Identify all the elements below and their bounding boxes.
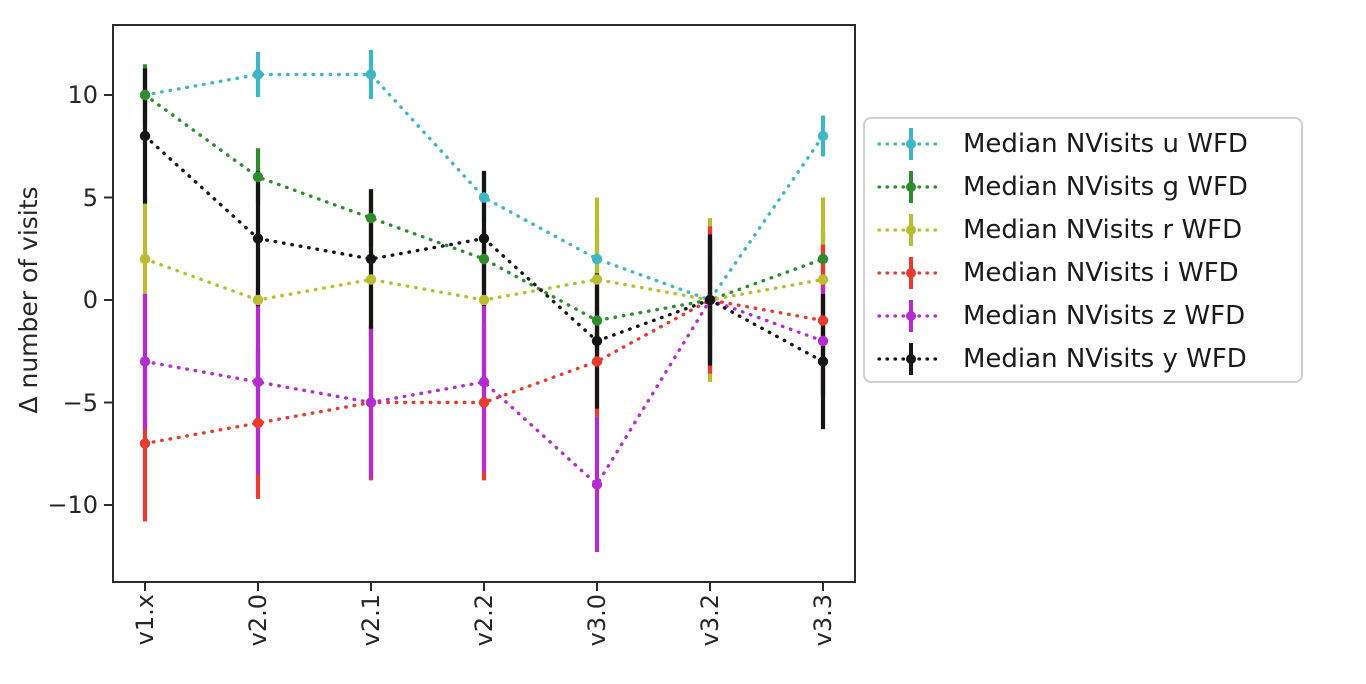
data-point (252, 417, 264, 429)
data-point (591, 274, 603, 285)
x-tick-label: v3.0 (583, 594, 611, 647)
data-point (139, 130, 151, 142)
data-point (365, 274, 377, 285)
legend-errorbar-swatch-icon (877, 299, 945, 332)
x-tick-label: v3.3 (809, 594, 837, 647)
data-point (591, 335, 603, 347)
data-point (478, 253, 490, 265)
data-point (139, 253, 151, 265)
legend-errorbar-swatch-icon (877, 213, 945, 246)
y-tick-label: 10 (67, 81, 98, 109)
data-point (252, 294, 264, 306)
y-tick-label: −10 (47, 491, 98, 519)
data-point (365, 253, 377, 265)
data-point (817, 274, 829, 285)
data-point (591, 315, 603, 326)
data-point (591, 479, 603, 490)
legend-label: Median NVisits r WFD (963, 214, 1243, 245)
data-point (365, 397, 377, 408)
data-point (139, 438, 151, 449)
data-point (591, 253, 603, 265)
data-point (252, 69, 264, 80)
data-point (704, 294, 716, 306)
x-tick-label: v2.1 (357, 594, 385, 647)
data-point (817, 356, 829, 367)
y-tick-label: −5 (62, 388, 98, 417)
legend-errorbar-swatch-icon (877, 256, 945, 289)
y-tick-label: 5 (82, 183, 98, 212)
data-point (591, 356, 603, 367)
data-point (478, 294, 490, 306)
legend-entry: Median NVisits g WFD (877, 165, 1301, 208)
data-point (478, 397, 490, 408)
data-point (817, 315, 829, 326)
data-point (478, 192, 490, 203)
data-point (365, 69, 377, 80)
data-point (478, 376, 490, 388)
x-tick-label: v3.2 (696, 594, 724, 647)
x-tick-label: v2.2 (470, 594, 498, 647)
legend-errorbar-swatch-icon (877, 170, 945, 203)
data-point (139, 89, 151, 101)
legend-entry: Median NVisits i WFD (877, 251, 1301, 294)
data-point (817, 253, 829, 265)
x-tick-label: v1.x (131, 594, 159, 646)
legend-entry: Median NVisits y WFD (877, 337, 1301, 380)
legend-errorbar-swatch-icon (877, 342, 945, 375)
legend-entry: Median NVisits r WFD (877, 208, 1301, 251)
data-point (139, 356, 151, 367)
data-point (252, 376, 264, 388)
legend-label: Median NVisits g WFD (963, 171, 1248, 202)
data-point (252, 233, 264, 244)
data-point (365, 212, 377, 224)
data-point (478, 233, 490, 244)
legend-label: Median NVisits i WFD (963, 257, 1239, 288)
legend-label: Median NVisits z WFD (963, 300, 1246, 331)
legend-label: Median NVisits u WFD (963, 128, 1248, 159)
x-tick-label: v2.0 (244, 594, 272, 647)
legend-entry: Median NVisits z WFD (877, 294, 1301, 337)
legend-label: Median NVisits y WFD (963, 343, 1247, 374)
y-tick-label: 0 (82, 286, 98, 314)
legend-entry: Median NVisits u WFD (877, 122, 1301, 165)
data-point (817, 130, 829, 142)
legend-errorbar-swatch-icon (877, 127, 945, 160)
data-point (252, 171, 264, 183)
data-point (817, 335, 829, 347)
legend: Median NVisits u WFD Median NVisits g WFD… (863, 117, 1303, 383)
